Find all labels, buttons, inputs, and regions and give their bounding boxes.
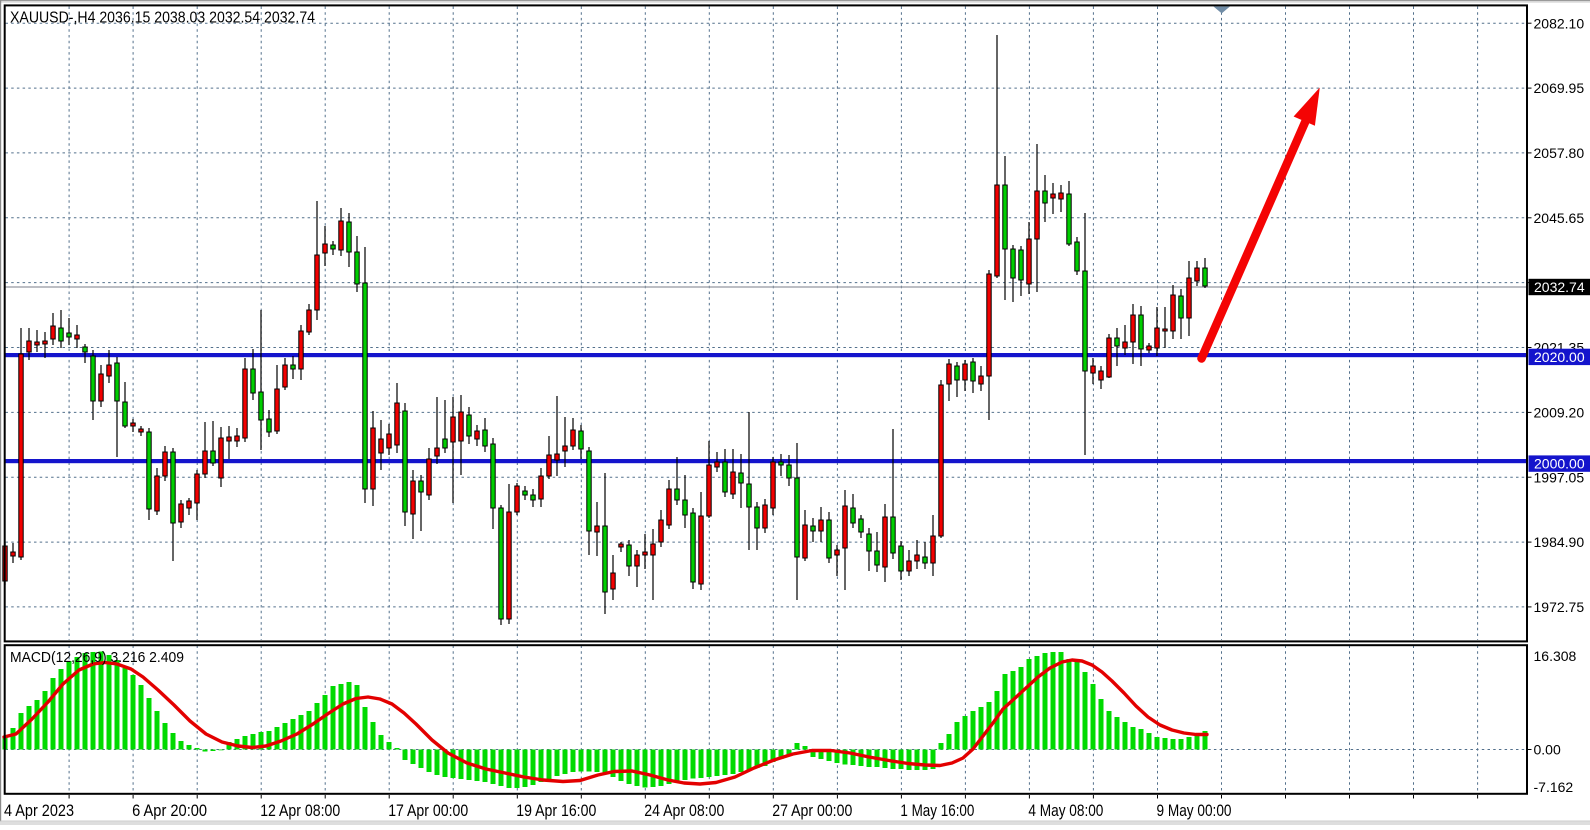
svg-text:0.00: 0.00 xyxy=(1534,742,1561,758)
svg-text:4 May 08:00: 4 May 08:00 xyxy=(1028,801,1103,820)
svg-text:1984.90: 1984.90 xyxy=(1534,534,1585,550)
svg-text:2000.00: 2000.00 xyxy=(1534,456,1585,472)
svg-text:-7.162: -7.162 xyxy=(1534,779,1574,795)
svg-text:24 Apr 08:00: 24 Apr 08:00 xyxy=(644,801,724,820)
svg-text:MACD(12,26,9) 3.216 2.409: MACD(12,26,9) 3.216 2.409 xyxy=(10,649,184,666)
svg-text:12 Apr 08:00: 12 Apr 08:00 xyxy=(260,801,340,820)
svg-text:9 May 00:00: 9 May 00:00 xyxy=(1157,801,1232,820)
svg-text:17 Apr 00:00: 17 Apr 00:00 xyxy=(388,801,468,820)
svg-text:27 Apr 00:00: 27 Apr 00:00 xyxy=(772,801,852,820)
svg-text:1 May 16:00: 1 May 16:00 xyxy=(900,801,974,820)
svg-text:2045.65: 2045.65 xyxy=(1534,210,1585,226)
svg-text:XAUUSD-,H4 2036.15 2038.03 20: XAUUSD-,H4 2036.15 2038.03 2032.54 2032.… xyxy=(10,10,315,27)
svg-text:19 Apr 16:00: 19 Apr 16:00 xyxy=(516,801,596,820)
svg-text:1972.75: 1972.75 xyxy=(1534,599,1585,615)
svg-text:2082.10: 2082.10 xyxy=(1534,15,1585,31)
svg-text:6 Apr 20:00: 6 Apr 20:00 xyxy=(132,801,207,820)
svg-text:2020.00: 2020.00 xyxy=(1534,349,1585,365)
svg-text:4 Apr 2023: 4 Apr 2023 xyxy=(4,801,74,820)
svg-text:2032.74: 2032.74 xyxy=(1534,279,1585,295)
svg-text:2069.95: 2069.95 xyxy=(1534,80,1585,96)
svg-text:2057.80: 2057.80 xyxy=(1534,145,1585,161)
svg-text:2009.20: 2009.20 xyxy=(1534,405,1585,421)
svg-text:16.308: 16.308 xyxy=(1534,648,1577,664)
